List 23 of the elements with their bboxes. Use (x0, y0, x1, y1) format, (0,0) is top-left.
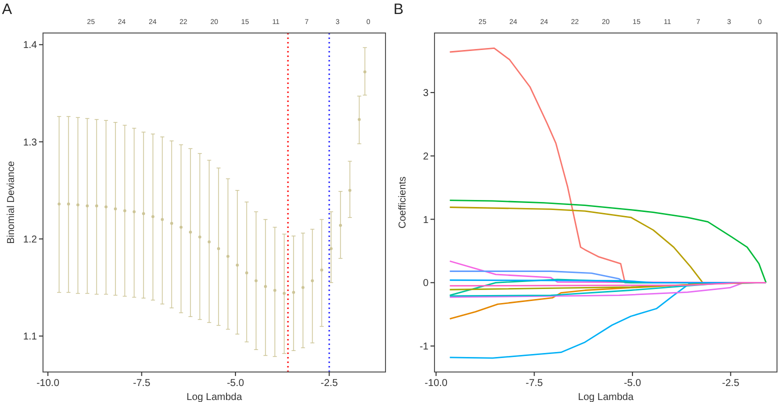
x-tick-label: -5.0 (226, 378, 244, 389)
y-tick-label: 0 (422, 278, 429, 290)
y-tick-label: 3 (422, 88, 429, 100)
y-tick-label: 1.3 (23, 137, 38, 148)
chart-title: A (2, 1, 12, 18)
chart-title: B (394, 1, 404, 18)
y-tick-label: 2 (422, 151, 429, 162)
y-axis-title: Binomial Deviance (6, 160, 17, 244)
x-tick-label: -7.5 (526, 378, 544, 389)
y-tick-label: -1 (420, 342, 429, 353)
x-tick-label: -2.5 (722, 378, 740, 389)
y-tick-label: 1.2 (23, 234, 38, 246)
x-axis-title: Log Lambda (186, 392, 242, 402)
y-tick-label: 1.1 (23, 332, 38, 343)
x-tick-label: -10.0 (36, 378, 60, 389)
x-tick-label: -5.0 (624, 378, 642, 389)
y-axis-title: Coefficients (398, 176, 408, 229)
y-tick-label: 1.4 (23, 40, 38, 52)
x-tick-label: -2.5 (320, 378, 338, 389)
x-tick-label: -10.0 (424, 378, 448, 389)
y-tick-label: 1 (422, 214, 429, 226)
x-axis-title: Log Lambda (578, 392, 634, 402)
x-tick-label: -7.5 (133, 378, 151, 389)
